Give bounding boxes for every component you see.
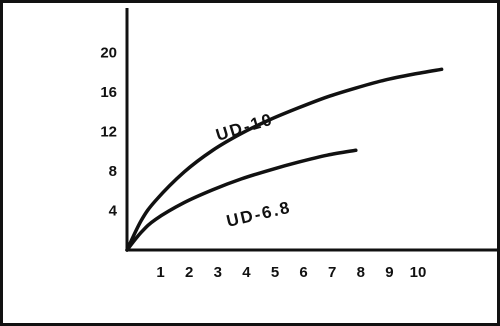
y-tick-label: 4 bbox=[109, 203, 118, 220]
y-tick-label: 8 bbox=[109, 163, 117, 180]
x-tick-label: 4 bbox=[242, 264, 251, 281]
x-tick-label: 2 bbox=[185, 264, 193, 281]
series-label: UD-6.8 bbox=[225, 198, 293, 231]
x-tick-label: 5 bbox=[271, 264, 279, 281]
axes bbox=[125, 8, 497, 252]
x-tick-label: 10 bbox=[410, 264, 427, 281]
series-label: UD-10 bbox=[214, 109, 276, 144]
curves bbox=[125, 67, 444, 252]
series-line-ud-6-8 bbox=[125, 148, 358, 252]
x-tick-label: 7 bbox=[328, 264, 336, 281]
series-line-ud-10 bbox=[125, 67, 444, 252]
y-tick-label: 20 bbox=[100, 45, 117, 62]
y-tick-label: 16 bbox=[100, 84, 117, 101]
x-tick-label: 1 bbox=[156, 264, 164, 281]
x-tick-label: 6 bbox=[299, 264, 307, 281]
series-labels: UD-10 UD-6.8 bbox=[214, 109, 293, 231]
x-tick-label: 8 bbox=[357, 264, 365, 281]
y-tick-label: 12 bbox=[100, 124, 117, 141]
x-tick-label: 3 bbox=[214, 264, 222, 281]
x-tick-label: 9 bbox=[385, 264, 393, 281]
